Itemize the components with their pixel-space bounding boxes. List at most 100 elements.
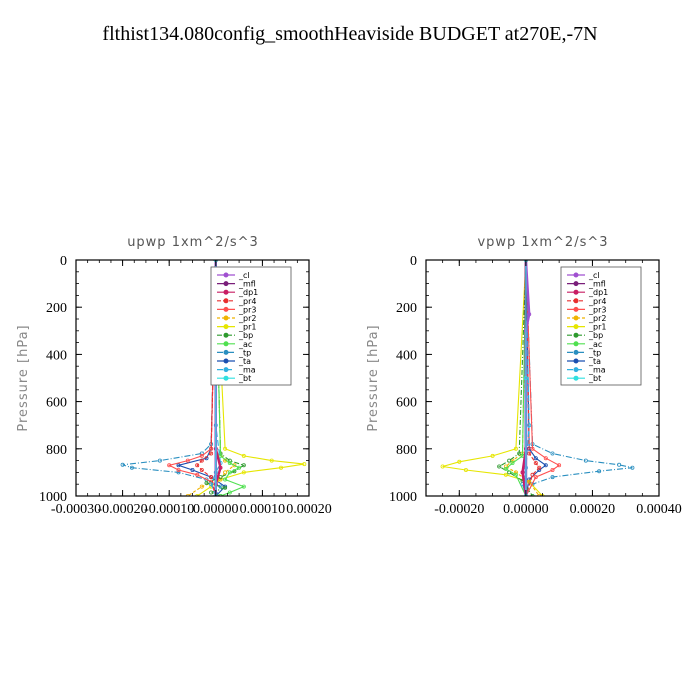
y-tick-label: 1000	[39, 490, 67, 505]
data-point-ac	[227, 470, 232, 475]
data-point-pr3	[185, 458, 190, 463]
data-point-bt	[523, 375, 528, 380]
legend-upwp: _cl_mfl_dp1_pr4_pr3_pr2_pr1_bp_ac_tp_ta_…	[210, 266, 292, 386]
data-point-pr4	[537, 465, 542, 470]
data-point-pr1	[490, 453, 495, 458]
legend-marker-pr1	[573, 324, 579, 330]
data-point-ta	[533, 456, 538, 461]
legend-label-ac: _ac	[238, 340, 252, 349]
panel-vpwp: vpwp 1xm^2/s^3 Pressure [hPa] -0.00020 0.…	[366, 235, 682, 517]
legend-marker-ta	[223, 358, 229, 364]
data-point-bp	[209, 490, 214, 495]
y-tick-label: 600	[46, 396, 67, 411]
x-tick-label: 0.00020	[570, 502, 616, 517]
panel-upwp: upwp 1xm^2/s^3 Pressure [hPa] -0.00030-0…	[16, 235, 332, 517]
data-point-pr3	[195, 472, 200, 477]
series-line-pr4	[196, 260, 217, 496]
legend-label-ta: _ta	[588, 357, 601, 366]
data-point-tp	[120, 462, 125, 467]
data-point-pr2	[223, 470, 228, 475]
data-point-tp	[550, 475, 555, 480]
series-line-pr3	[525, 260, 561, 496]
legend-label-bp: _bp	[238, 331, 253, 340]
legend-label-bp: _bp	[588, 331, 603, 340]
legend-label-cl: _cl	[588, 271, 600, 280]
x-tick-label: -0.00020	[434, 502, 484, 517]
legend-label-dp1: _dp1	[588, 288, 608, 297]
series-line-ac	[215, 260, 246, 496]
data-point-pr3	[557, 463, 562, 468]
data-point-pr1	[513, 446, 518, 451]
legend-label-mfl: _mfl	[238, 280, 256, 289]
data-point-tp	[176, 470, 181, 475]
legend-label-mfl: _mfl	[588, 280, 606, 289]
data-point-cl	[527, 312, 532, 317]
x-tick-label: 0.00000	[193, 502, 239, 517]
data-point-pr1	[269, 458, 274, 463]
legend-marker-dp1	[223, 289, 229, 295]
legend-label-ta: _ta	[238, 357, 251, 366]
series-line-tp	[122, 260, 222, 496]
data-point-pr1	[463, 467, 468, 472]
data-point-pr3	[530, 446, 535, 451]
legend-label-pr4: _pr4	[238, 297, 256, 306]
legend-label-pr4: _pr4	[588, 297, 606, 306]
data-point-pr4	[199, 458, 204, 463]
data-point-pr1	[241, 470, 246, 475]
series-layer-vpwp	[440, 260, 635, 496]
data-point-pr4	[533, 460, 538, 465]
data-point-pr3	[543, 456, 548, 461]
data-point-pr2	[527, 479, 532, 484]
data-point-tp	[630, 465, 635, 470]
y-tick-label: 400	[46, 348, 67, 363]
data-point-ac	[237, 465, 242, 470]
data-point-ac	[227, 460, 232, 465]
y-tick-label: 0	[410, 254, 417, 269]
data-point-tp	[550, 451, 555, 456]
data-point-pr3	[167, 463, 172, 468]
data-point-tp	[199, 451, 204, 456]
data-point-pr1	[457, 459, 462, 464]
y-tick-label: 200	[46, 301, 67, 316]
data-point-ac	[223, 477, 228, 482]
legend-marker-bp	[573, 332, 579, 338]
panel-title-vpwp: vpwp 1xm^2/s^3	[477, 235, 608, 250]
legend-marker-pr1	[223, 324, 229, 330]
legend-label-bt: _bt	[238, 374, 251, 383]
data-point-pr3	[550, 467, 555, 472]
y-tick-label: 600	[396, 396, 417, 411]
data-point-bp	[507, 458, 512, 463]
data-point-pr3	[199, 453, 204, 458]
x-tick-label: 0.00000	[503, 502, 549, 517]
legend-label-pr1: _pr1	[238, 323, 256, 332]
legend-label-bt: _bt	[588, 374, 601, 383]
legend-marker-bt	[573, 375, 579, 381]
legend-marker-bt	[223, 375, 229, 381]
data-point-pr3	[533, 475, 538, 480]
data-point-pr2	[232, 463, 237, 468]
legend-marker-tp	[573, 349, 579, 355]
legend-marker-mfl	[573, 281, 579, 287]
x-tick-label: 0.00020	[286, 502, 332, 517]
legend-marker-pr4	[223, 298, 229, 304]
legend-vpwp: _cl_mfl_dp1_pr4_pr3_pr2_pr1_bp_ac_tp_ta_…	[560, 266, 642, 386]
data-point-ac	[510, 460, 515, 465]
data-point-pr2	[218, 477, 223, 482]
data-point-ac	[513, 472, 518, 477]
data-point-dp1	[218, 465, 223, 470]
legend-marker-ta	[573, 358, 579, 364]
legend-label-tp: _tp	[588, 348, 601, 357]
legend-marker-ma	[223, 367, 229, 373]
legend-marker-cl	[573, 272, 579, 278]
y-tick-label: 200	[396, 301, 417, 316]
data-point-bp	[223, 485, 228, 490]
series-line-ac	[504, 260, 527, 496]
data-point-tp	[157, 458, 162, 463]
data-point-tp	[617, 462, 622, 467]
x-tick-label: 0.00040	[636, 502, 682, 517]
x-tick-label: 0.00010	[240, 502, 286, 517]
legend-marker-ac	[573, 341, 579, 347]
legend-marker-cl	[223, 272, 229, 278]
data-point-bp	[517, 451, 522, 456]
y-axis-label-vpwp: Pressure [hPa]	[366, 324, 381, 431]
